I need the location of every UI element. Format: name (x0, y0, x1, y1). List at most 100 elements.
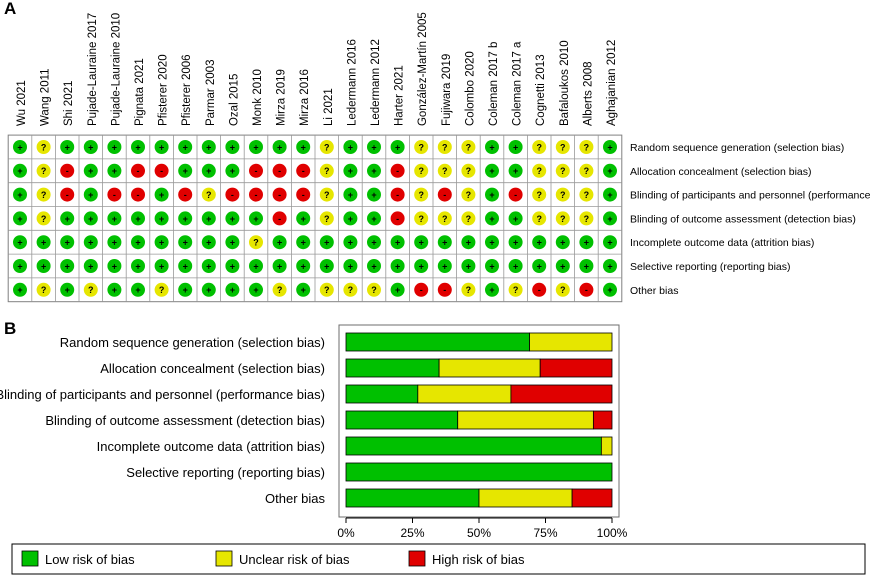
judgement-unclear: ? (532, 211, 547, 226)
category-label: Random sequence generation (selection bi… (60, 335, 325, 350)
judgement-low: + (13, 235, 27, 250)
judgement-unclear: ? (36, 211, 51, 226)
bar-segment-unclear (478, 488, 573, 508)
judgement-low: + (485, 235, 499, 250)
judgement-symbol: ? (277, 285, 283, 295)
category-label: Allocation concealment (selection bias) (100, 361, 325, 376)
judgement-symbol: + (65, 285, 70, 295)
judgement-unclear: ? (461, 140, 476, 154)
judgement-dot (390, 187, 405, 202)
judgement-symbol: + (395, 285, 400, 295)
judgement-dot (107, 187, 122, 202)
judgement-dot (532, 282, 547, 297)
judgement-unclear: ? (201, 187, 216, 202)
judgement-low: + (414, 235, 429, 250)
judgement-symbol: - (443, 190, 446, 200)
judgement-dot (319, 211, 334, 226)
judgement-dot (131, 163, 145, 178)
judgement-symbol: + (41, 261, 46, 271)
x-tick-label: 75% (533, 526, 557, 540)
judgement-low: + (107, 235, 122, 250)
judgement-unclear: ? (579, 140, 594, 154)
judgement-low: + (296, 235, 311, 250)
judgement-symbol: + (324, 261, 329, 271)
judgement-low: + (390, 282, 405, 297)
judgement-low: + (485, 163, 499, 178)
judgement-symbol: + (183, 166, 188, 176)
judgement-high: - (154, 163, 169, 178)
judgement-dot (13, 282, 27, 297)
judgement-unclear: ? (36, 163, 51, 178)
judgement-dot (83, 163, 98, 178)
judgement-low: + (178, 235, 193, 250)
bar-segment-high (539, 358, 613, 378)
judgement-high: - (437, 187, 452, 202)
judgement-symbol: + (183, 285, 188, 295)
x-tick-label: 0% (337, 526, 355, 540)
study-label: Wang 2011 (40, 68, 52, 126)
judgement-symbol: - (420, 285, 423, 295)
judgement-dot (579, 140, 594, 154)
judgement-high: - (437, 282, 452, 297)
judgement-low: + (131, 282, 145, 297)
judgement-low: + (367, 211, 381, 226)
judgement-symbol: + (17, 166, 22, 176)
judgement-unclear: ? (437, 211, 452, 226)
judgement-symbol: + (371, 214, 376, 224)
judgement-symbol: ? (536, 142, 542, 152)
judgement-symbol: + (395, 142, 400, 152)
judgement-dot (107, 163, 122, 178)
judgement-dot (343, 187, 358, 202)
judgement-symbol: + (607, 238, 612, 248)
bar-segment-low (345, 462, 613, 482)
judgement-dot (508, 235, 523, 250)
judgement-dot (36, 259, 51, 273)
judgement-dot (390, 140, 405, 154)
judgement-symbol: + (112, 285, 117, 295)
judgement-symbol: + (513, 238, 518, 248)
judgement-dot (367, 187, 381, 202)
judgement-low: + (178, 163, 193, 178)
judgement-dot (201, 282, 216, 297)
study-label: Mirza 2016 (299, 69, 311, 126)
judgement-dot (555, 163, 570, 178)
judgement-dot (343, 282, 358, 297)
judgement-low: + (390, 235, 405, 250)
judgement-symbol: - (66, 190, 69, 200)
study-label: Monk 2010 (252, 69, 264, 126)
judgement-low: + (201, 282, 216, 297)
judgement-low: + (107, 211, 122, 226)
judgement-dot (83, 259, 98, 273)
legend: Low risk of bias Unclear risk of bias High… (11, 543, 866, 575)
category-label: Other bias (265, 491, 325, 506)
judgement-low: + (296, 282, 311, 297)
judgement-dot (603, 235, 617, 250)
judgement-symbol: + (230, 214, 235, 224)
judgement-symbol: + (466, 238, 471, 248)
judgement-unclear: ? (36, 282, 51, 297)
judgement-dot (603, 140, 617, 154)
judgement-low: + (83, 187, 98, 202)
judgement-unclear: ? (461, 282, 476, 297)
judgement-low: + (390, 259, 405, 273)
judgement-symbol: + (301, 238, 306, 248)
judgement-high: - (296, 163, 311, 178)
judgement-symbol: + (88, 261, 93, 271)
judgement-dot (178, 163, 193, 178)
judgement-symbol: + (607, 285, 612, 295)
judgement-low: + (343, 211, 358, 226)
judgement-low: + (178, 282, 193, 297)
judgement-dot (154, 140, 169, 154)
judgement-high: - (60, 163, 75, 178)
domain-label: Blinding of participants and personnel (… (630, 190, 872, 202)
judgement-symbol: ? (324, 285, 330, 295)
judgement-symbol: + (88, 238, 93, 248)
judgement-dot (461, 211, 476, 226)
judgement-symbol: - (396, 214, 399, 224)
judgement-high: - (249, 187, 263, 202)
judgement-dot (485, 163, 499, 178)
judgement-dot (201, 259, 216, 273)
judgement-dot (272, 259, 287, 273)
judgement-dot (272, 211, 287, 226)
judgement-symbol: + (41, 238, 46, 248)
